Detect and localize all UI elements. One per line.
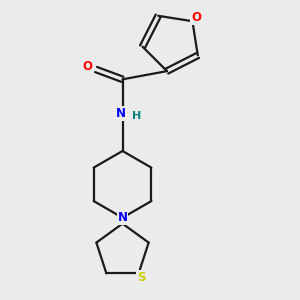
Text: O: O	[191, 11, 201, 24]
Text: O: O	[82, 60, 92, 73]
Text: H: H	[132, 111, 141, 121]
Text: N: N	[116, 107, 126, 120]
Text: S: S	[137, 271, 146, 284]
Text: N: N	[118, 211, 128, 224]
